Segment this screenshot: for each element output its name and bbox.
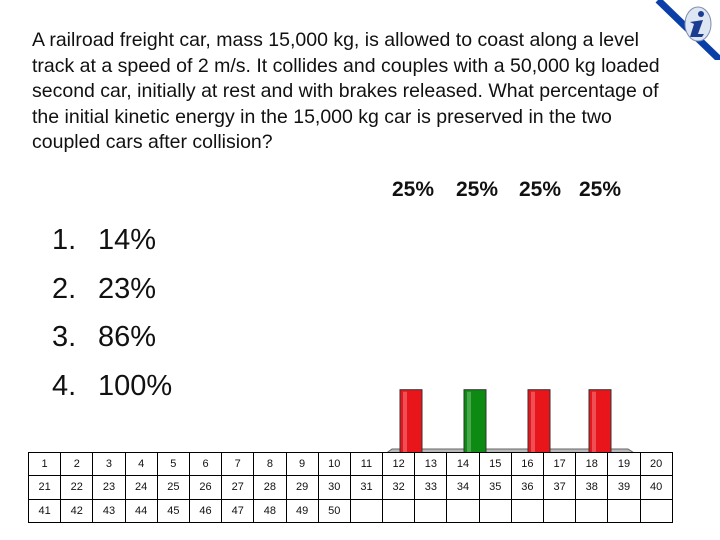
grid-cell-33: 33 [414, 475, 448, 500]
data-label-4: 25% [578, 178, 622, 201]
bar-highlight [403, 391, 407, 454]
grid-cell-empty [446, 498, 480, 523]
grid-cell-empty [639, 498, 673, 523]
grid-cell-38: 38 [575, 475, 609, 500]
grid-cell-3: 3 [92, 451, 126, 477]
grid-row: 21 22 23 24 25 26 27 28 29 30 31 32 33 34 35 36 37 38 39 40 [27, 475, 673, 500]
grid-cell-11: 11 [349, 451, 384, 477]
letter-i-logo-icon [684, 6, 712, 42]
grid-cell-30: 30 [317, 475, 351, 500]
grid-cell-empty [575, 498, 609, 523]
grid-cell-35: 35 [478, 475, 512, 500]
grid-cell-empty [414, 498, 448, 523]
grid-cell-16: 16 [510, 451, 545, 477]
answer-text: 14% [98, 224, 157, 256]
grid-cell-24: 24 [124, 475, 158, 500]
response-grid: 1 2 3 4 5 6 7 8 9 10 11 12 13 14 15 16 17 18 19 20 21 22 23 24 2… [27, 451, 673, 523]
grid-cell-empty [478, 498, 512, 523]
grid-cell-empty [349, 498, 384, 523]
answer-number: 3. [52, 321, 77, 353]
grid-cell-13: 13 [414, 451, 448, 477]
data-label-3: 25% [518, 178, 562, 201]
answer-number: 4. [52, 369, 77, 402]
grid-cell-5: 5 [156, 451, 190, 477]
grid-row: 41 42 43 44 45 46 47 48 49 50 [27, 498, 673, 523]
grid-cell-6: 6 [188, 451, 223, 477]
grid-cell-4: 4 [124, 451, 158, 477]
grid-cell-31: 31 [349, 475, 384, 500]
grid-cell-50: 50 [317, 498, 351, 523]
answer-text: 23% [98, 272, 157, 305]
data-label-1: 25% [391, 178, 435, 201]
percentage-labels: 25% 25% 25% 25% [388, 178, 638, 206]
grid-cell-41: 41 [27, 498, 62, 523]
grid-cell-19: 19 [607, 451, 641, 477]
answer-list: 1. 14% 2. 23% 3. 86% 4. 100% [52, 216, 172, 410]
grid-cell-46: 46 [188, 498, 223, 523]
grid-row: 1 2 3 4 5 6 7 8 9 10 11 12 13 14 15 16 17 18 19 20 [27, 451, 673, 477]
grid-cell-29: 29 [285, 475, 319, 500]
corner-logo [628, 0, 720, 63]
answer-option: 2. 23% [52, 265, 172, 314]
grid-cell-27: 27 [221, 475, 255, 500]
grid-cell-17: 17 [542, 451, 577, 477]
answer-option: 3. 86% [52, 313, 172, 362]
grid-cell-39: 39 [607, 475, 641, 500]
answer-number: 2. [52, 272, 77, 305]
grid-cell-43: 43 [92, 498, 126, 523]
bar-highlight [531, 391, 535, 454]
grid-cell-37: 37 [542, 475, 577, 500]
grid-cell-44: 44 [124, 498, 158, 523]
answer-text: 86% [98, 321, 157, 353]
grid-cell-25: 25 [156, 475, 190, 500]
grid-cell-9: 9 [285, 451, 319, 477]
grid-cell-empty [607, 498, 641, 523]
grid-cell-empty [542, 498, 577, 523]
grid-cell-8: 8 [253, 451, 287, 477]
grid-cell-18: 18 [575, 451, 609, 477]
grid-cell-23: 23 [92, 475, 126, 500]
grid-cell-15: 15 [478, 451, 512, 477]
question-text: A railroad freight car, mass 15,000 kg, … [32, 29, 660, 153]
grid-cell-empty [382, 498, 416, 523]
grid-cell-10: 10 [317, 451, 351, 477]
grid-cell-36: 36 [510, 475, 545, 500]
grid-cell-28: 28 [253, 475, 287, 500]
grid-cell-47: 47 [221, 498, 255, 523]
grid-cell-20: 20 [639, 451, 673, 477]
grid-cell-42: 42 [60, 498, 94, 523]
grid-cell-14: 14 [446, 451, 480, 477]
answer-option: 1. 14% [52, 216, 172, 265]
grid-cell-34: 34 [446, 475, 480, 500]
grid-cell-48: 48 [253, 498, 287, 523]
grid-cell-12: 12 [382, 451, 416, 477]
answer-option: 4. 100% [52, 362, 172, 411]
grid-cell-32: 32 [382, 475, 416, 500]
grid-cell-7: 7 [221, 451, 255, 477]
grid-cell-45: 45 [156, 498, 190, 523]
bar-highlight [592, 391, 596, 454]
grid-cell-26: 26 [188, 475, 223, 500]
grid-cell-22: 22 [60, 475, 94, 500]
grid-cell-1: 1 [27, 451, 62, 477]
grid-cell-2: 2 [60, 451, 94, 477]
data-label-2: 25% [455, 178, 499, 201]
grid-cell-49: 49 [285, 498, 319, 523]
bar-highlight [467, 391, 471, 454]
grid-cell-21: 21 [27, 475, 62, 500]
grid-cell-40: 40 [639, 475, 673, 500]
answer-number: 1. [52, 224, 77, 256]
grid-cell-empty [510, 498, 545, 523]
answer-text: 100% [98, 369, 173, 402]
